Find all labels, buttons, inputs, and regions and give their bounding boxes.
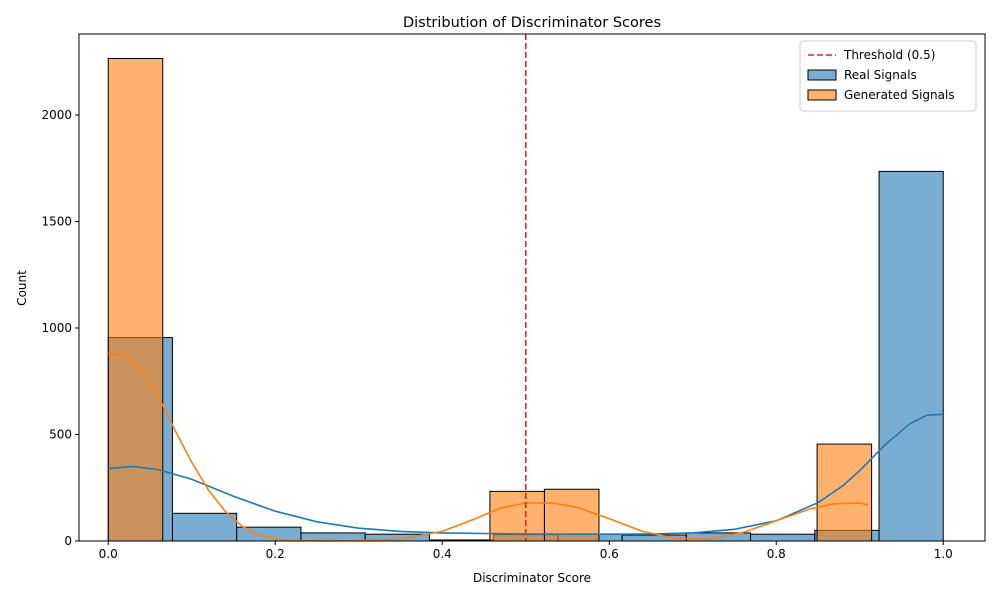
generated-signals-bar bbox=[543, 488, 600, 542]
legend: Threshold (0.5) Real Signals Generated Sig… bbox=[799, 40, 977, 112]
plot-area bbox=[107, 34, 944, 542]
x-axis: 0.0 0.2 0.4 0.6 0.8 1.0 bbox=[99, 541, 953, 561]
legend-generated-signals-swatch bbox=[807, 89, 837, 101]
x-tick-label: 0.6 bbox=[600, 547, 619, 561]
real-signals-bar bbox=[750, 533, 816, 542]
y-tick-label: 1000 bbox=[41, 321, 72, 335]
axes-frame bbox=[78, 33, 986, 542]
legend-box bbox=[799, 40, 977, 112]
y-tick-label: 2000 bbox=[41, 108, 72, 122]
legend-threshold-0-5-label: Threshold (0.5) bbox=[843, 48, 935, 62]
x-tick-label: 1.0 bbox=[934, 547, 953, 561]
x-axis-label: Discriminator Score bbox=[473, 571, 591, 585]
real-signals-kde-line bbox=[108, 413, 944, 535]
x-tick-label: 0.2 bbox=[266, 547, 285, 561]
real-signals-bar bbox=[300, 532, 366, 542]
real-signals-bar bbox=[878, 170, 944, 542]
generated-signals-bars bbox=[107, 57, 873, 542]
y-tick-label: 1500 bbox=[41, 214, 72, 228]
x-tick-label: 0.8 bbox=[767, 547, 786, 561]
y-axis: 0 500 1000 1500 2000 bbox=[41, 108, 79, 548]
y-tick-label: 500 bbox=[49, 427, 72, 441]
generated-signals-bar bbox=[107, 57, 164, 542]
legend-generated-signals-label: Generated Signals bbox=[844, 88, 955, 102]
x-tick-label: 0.4 bbox=[433, 547, 452, 561]
real-signals-bar bbox=[171, 512, 238, 542]
generated-signals-bar bbox=[816, 443, 873, 542]
y-axis-label: Count bbox=[15, 270, 29, 306]
legend-real-signals-label: Real Signals bbox=[844, 68, 917, 82]
generated-signals-kde-line bbox=[108, 352, 869, 542]
chart-title: Distribution of Discriminator Scores bbox=[403, 15, 661, 31]
legend-real-signals-swatch bbox=[807, 69, 837, 81]
generated-signals-bar bbox=[489, 490, 545, 542]
y-tick-label: 0 bbox=[64, 534, 72, 548]
x-tick-label: 0.0 bbox=[99, 547, 118, 561]
